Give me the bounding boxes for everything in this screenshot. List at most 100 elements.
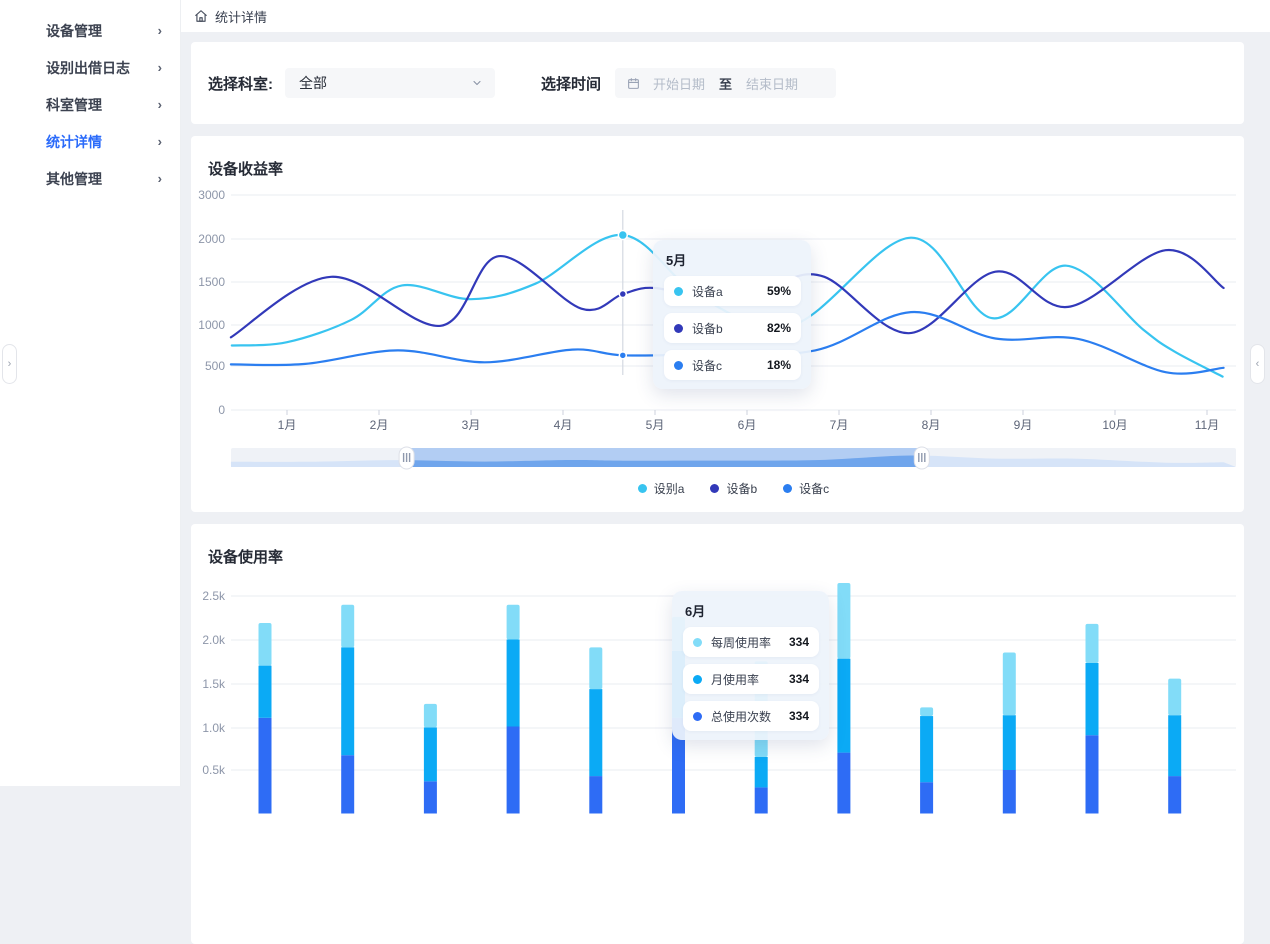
sidebar-item-label: 设别出借日志: [46, 59, 130, 76]
bar-segment-每周使用率[interactable]: [589, 647, 603, 690]
bar-segment-每周使用率[interactable]: [920, 707, 934, 717]
bar-segment-总使用次数[interactable]: [258, 717, 272, 814]
bar-segment-月使用率[interactable]: [1085, 662, 1099, 736]
tooltip-title: 6月: [685, 604, 706, 619]
hover-point: [618, 351, 628, 360]
tooltip-series-name: 设备c: [692, 358, 723, 373]
bar-segment-月使用率[interactable]: [1002, 715, 1016, 770]
brush-handle-grip: [402, 453, 405, 462]
department-filter-label: 选择科室:: [208, 75, 273, 93]
bar-segment-总使用次数[interactable]: [754, 787, 768, 814]
sidebar-item-科室管理[interactable]: 科室管理 ›: [0, 86, 180, 123]
x-axis-label: 3月: [462, 418, 481, 432]
chevron-right-icon: ›: [157, 171, 162, 186]
bar-segment-总使用次数[interactable]: [1085, 735, 1099, 814]
brush-handle[interactable]: [398, 446, 415, 470]
bar-segment-每周使用率[interactable]: [1168, 678, 1182, 716]
tooltip-value: 59%: [766, 284, 791, 298]
bar-segment-月使用率[interactable]: [920, 716, 934, 783]
bar-segment-每周使用率[interactable]: [1002, 652, 1016, 716]
bar-segment-总使用次数[interactable]: [920, 782, 934, 814]
brush-handle-grip: [924, 453, 926, 462]
sidebar-item-设备管理[interactable]: 设备管理 ›: [0, 12, 180, 49]
bar-segment-每周使用率[interactable]: [837, 582, 851, 659]
panel-collapse-button[interactable]: ‹: [1250, 344, 1265, 384]
bar-segment-月使用率[interactable]: [754, 756, 768, 788]
bar-segment-总使用次数[interactable]: [341, 755, 355, 814]
chevron-right-icon: ›: [157, 97, 162, 112]
usage-chart-tooltip: 6月 每周使用率 334 月使用率 334 总使用次数 334: [672, 591, 829, 740]
x-axis-label: 1月: [278, 418, 297, 432]
sidebar-item-统计详情[interactable]: 统计详情 ›: [0, 123, 180, 160]
bar-segment-月使用率[interactable]: [341, 647, 355, 756]
brush-handle[interactable]: [913, 446, 930, 470]
chevron-right-icon: ›: [157, 23, 162, 38]
x-axis-label: 8月: [922, 418, 941, 432]
y-axis-label: 2.0k: [202, 633, 226, 647]
home-icon: [194, 9, 208, 23]
tooltip-row: 总使用次数 334: [683, 701, 819, 731]
sidebar-nav: 设备管理 › 设别出借日志 › 科室管理 › 统计详情 › 其他管理 ›: [0, 12, 180, 197]
bar-segment-总使用次数[interactable]: [423, 781, 437, 814]
bar-segment-月使用率[interactable]: [1168, 715, 1182, 777]
tooltip-series-name: 设备b: [692, 321, 723, 336]
x-axis-label: 6月: [738, 418, 757, 432]
chevron-right-icon: ›: [7, 358, 12, 370]
bar-segment-总使用次数[interactable]: [589, 776, 603, 814]
bar-segment-总使用次数[interactable]: [506, 726, 520, 814]
y-axis-label: 1000: [198, 318, 225, 332]
sidebar-item-其他管理[interactable]: 其他管理 ›: [0, 160, 180, 197]
legend-dot: [783, 484, 793, 493]
bar-segment-每周使用率[interactable]: [341, 604, 355, 648]
start-date-input[interactable]: 开始日期: [653, 76, 706, 92]
revenue-chart-canvas: 3000 2000 1500 1000 500 0 1月 2月 3月 4月 5月 6月 7月 8月 9月 10…: [198, 188, 1236, 470]
y-axis-label: 3000: [198, 188, 225, 202]
bar-segment-月使用率[interactable]: [423, 727, 437, 782]
calendar-icon: [627, 77, 640, 90]
bar-segment-总使用次数[interactable]: [1168, 776, 1182, 814]
bar-segment-每周使用率[interactable]: [1085, 623, 1099, 663]
series-dot: [693, 711, 702, 721]
bar-segment-月使用率[interactable]: [506, 639, 520, 727]
legend-item-设备c[interactable]: 设备c: [783, 480, 829, 497]
end-date-input[interactable]: 结束日期: [746, 76, 799, 92]
x-axis-label: 10月: [1102, 418, 1127, 432]
sidebar-item-label: 其他管理: [46, 170, 102, 187]
sidebar: 设备管理 › 设别出借日志 › 科室管理 › 统计详情 › 其他管理 ›: [0, 0, 180, 786]
series-dot: [674, 360, 683, 370]
hover-point: [618, 289, 628, 299]
usage-chart-card: 设备使用率 2.5k 2.0k 1.5k 1.0k 0.5k 6月 每周使用率 334 月使…: [191, 524, 1244, 944]
y-axis-label: 2000: [198, 232, 225, 246]
sidebar-item-label: 设备管理: [46, 22, 102, 39]
bar-segment-每周使用率[interactable]: [506, 604, 520, 640]
bar-segment-每周使用率[interactable]: [258, 622, 272, 666]
bar-segment-总使用次数[interactable]: [837, 752, 851, 814]
sidebar-item-设别出借日志[interactable]: 设别出借日志 ›: [0, 49, 180, 86]
y-axis-label: 1500: [198, 275, 225, 289]
tooltip-row: 设备a 59%: [664, 276, 801, 306]
bar-segment-总使用次数[interactable]: [1002, 770, 1016, 814]
tooltip-series-name: 每周使用率: [711, 635, 772, 650]
x-axis-label: 2月: [370, 418, 389, 432]
legend-item-设备b[interactable]: 设备b: [710, 480, 757, 497]
sidebar-item-label: 统计详情: [46, 133, 102, 150]
date-range-picker[interactable]: 开始日期 至 结束日期: [615, 68, 837, 98]
tooltip-row: 每周使用率 334: [683, 627, 819, 657]
revenue-chart-tooltip: 5月 设备a 59% 设备b 82% 设备c 18%: [653, 240, 811, 389]
sidebar-expand-button[interactable]: ›: [2, 344, 17, 384]
bar-segment-每周使用率[interactable]: [423, 703, 437, 728]
bar-segment-月使用率[interactable]: [258, 665, 272, 718]
brush-handle-grip: [918, 453, 920, 462]
legend-label: 设别a: [653, 482, 685, 496]
series-dot: [674, 286, 683, 296]
x-axis-label: 4月: [554, 418, 573, 432]
legend-dot: [710, 484, 720, 493]
legend-item-设别a[interactable]: 设别a: [637, 480, 685, 497]
filter-card: 选择科室: 全部 选择时间 开始日期 至 结束日期: [191, 42, 1244, 124]
chevron-right-icon: ›: [157, 134, 162, 149]
x-axis-label: 9月: [1014, 418, 1033, 432]
bar-segment-月使用率[interactable]: [837, 658, 851, 753]
bar-segment-月使用率[interactable]: [589, 689, 603, 777]
department-select[interactable]: 全部: [285, 68, 495, 98]
chevron-right-icon: ›: [157, 60, 162, 75]
